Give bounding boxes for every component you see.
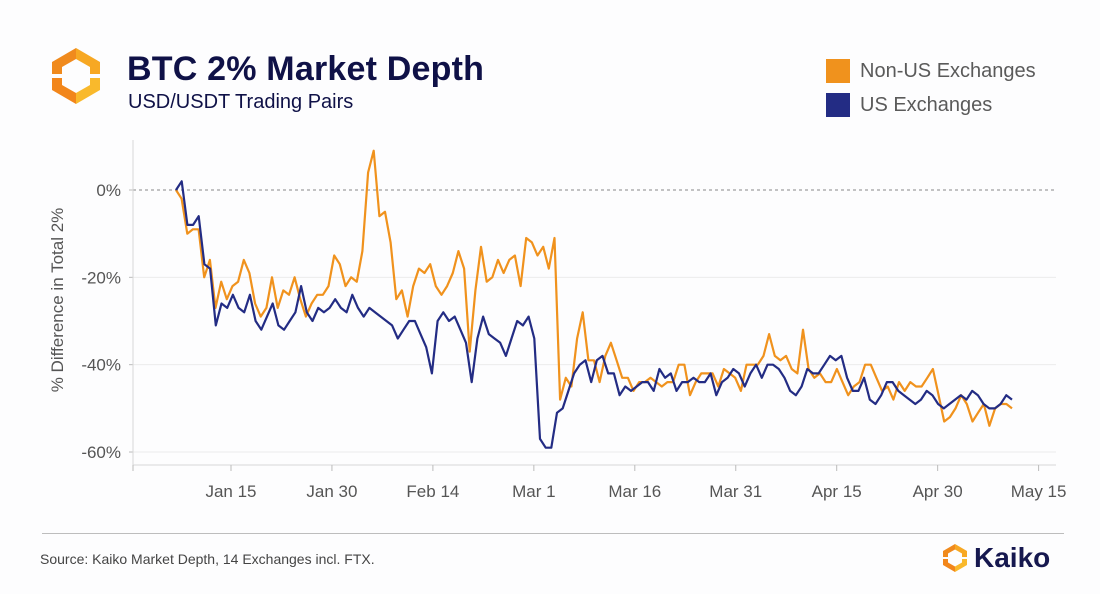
x-tick-label: Jan 15 [205,482,256,501]
kaiko-logo-icon [52,48,100,104]
series-line-us [175,180,1013,449]
x-tick-label: Feb 14 [406,482,459,501]
y-tick-label: -20% [81,268,121,287]
legend-item-us: US Exchanges [826,88,1036,122]
x-tick-label: Jan 30 [306,482,357,501]
legend-label-non-us: Non-US Exchanges [860,59,1036,82]
source-note: Source: Kaiko Market Depth, 14 Exchanges… [40,551,375,567]
legend-swatch-us [826,93,850,117]
chart-subtitle: USD/USDT Trading Pairs [128,91,354,113]
x-tick-label: Apr 15 [812,482,862,501]
x-tick-label: Mar 31 [709,482,762,501]
legend-item-non-us: Non-US Exchanges [826,54,1036,88]
footer-divider [42,533,1064,534]
y-tick-label: -60% [81,443,121,462]
kaiko-brand-icon [943,544,967,572]
legend-label-us: US Exchanges [860,93,993,116]
y-tick-label: 0% [96,181,121,200]
x-tick-label: Apr 30 [913,482,963,501]
chart-title: BTC 2% Market Depth [127,50,485,88]
chart-legend: Non-US Exchanges US Exchanges [826,54,1036,122]
y-tick-label: -40% [81,356,121,375]
x-tick-label: May 15 [1011,482,1067,501]
series-line-non-us [175,149,1013,427]
x-tick-label: Mar 1 [512,482,555,501]
brand-name: Kaiko [974,542,1051,573]
brand-logo: Kaiko [940,542,1050,574]
x-tick-label: Mar 16 [608,482,661,501]
y-axis-title: % Difference in Total 2% [48,208,67,393]
legend-swatch-non-us [826,59,850,83]
